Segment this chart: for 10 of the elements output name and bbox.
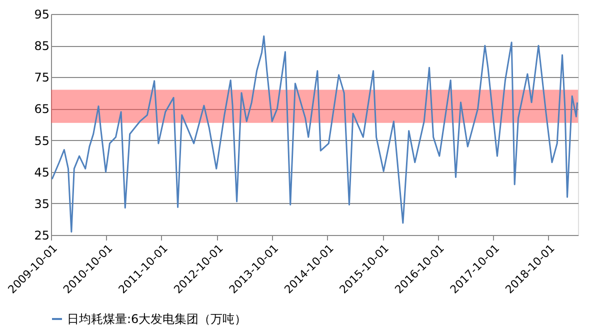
- y-tick-label: 95: [34, 8, 50, 22]
- y-tick-label: 75: [34, 70, 50, 85]
- y-tick-label: 65: [34, 102, 50, 116]
- y-tick-label: 35: [34, 196, 50, 211]
- y-tick-label: 25: [34, 228, 50, 242]
- line-series: [51, 35, 578, 233]
- y-tick-label: 45: [34, 165, 50, 180]
- y-tick-label: 55: [34, 134, 50, 148]
- y-tick-label: 85: [34, 39, 50, 54]
- legend-label: 日均耗煤量:6大发电集团（万吨）: [67, 312, 247, 326]
